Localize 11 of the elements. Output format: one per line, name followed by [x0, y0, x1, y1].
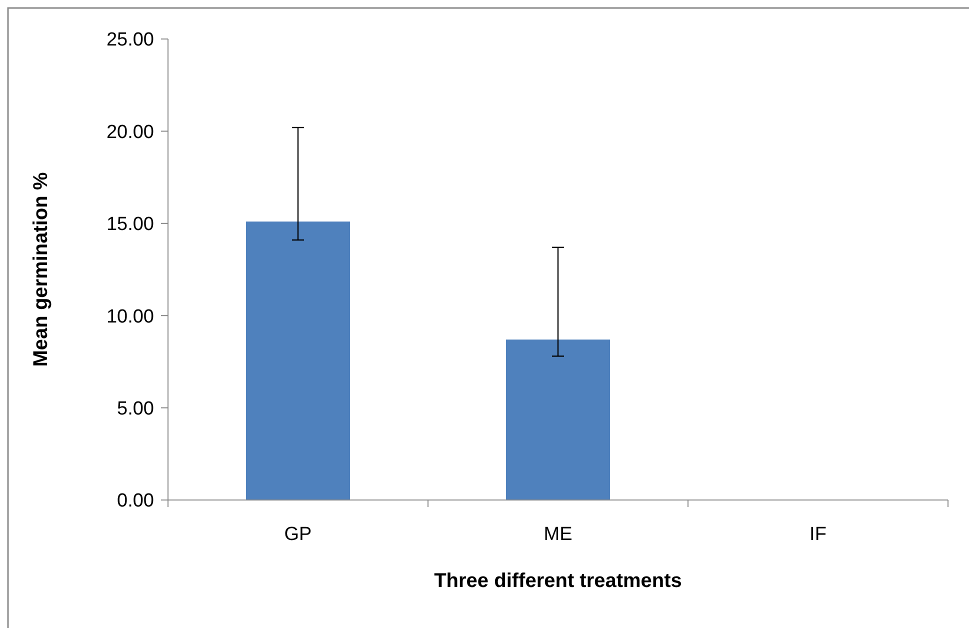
- y-tick-label: 20.00: [106, 122, 154, 143]
- x-tick-label: IF: [810, 524, 826, 545]
- x-tick-label: GP: [284, 524, 312, 545]
- y-tick-label: 5.00: [117, 398, 154, 420]
- y-tick-label: 15.00: [106, 214, 154, 236]
- y-tick-label: 10.00: [106, 306, 154, 328]
- x-axis-title: Three different treatments: [434, 570, 682, 592]
- y-axis-title: Mean germination %: [30, 172, 52, 367]
- y-tick-label: 0.00: [117, 490, 154, 512]
- x-tick-label: ME: [544, 524, 572, 545]
- y-tick-label: 25.00: [106, 30, 154, 51]
